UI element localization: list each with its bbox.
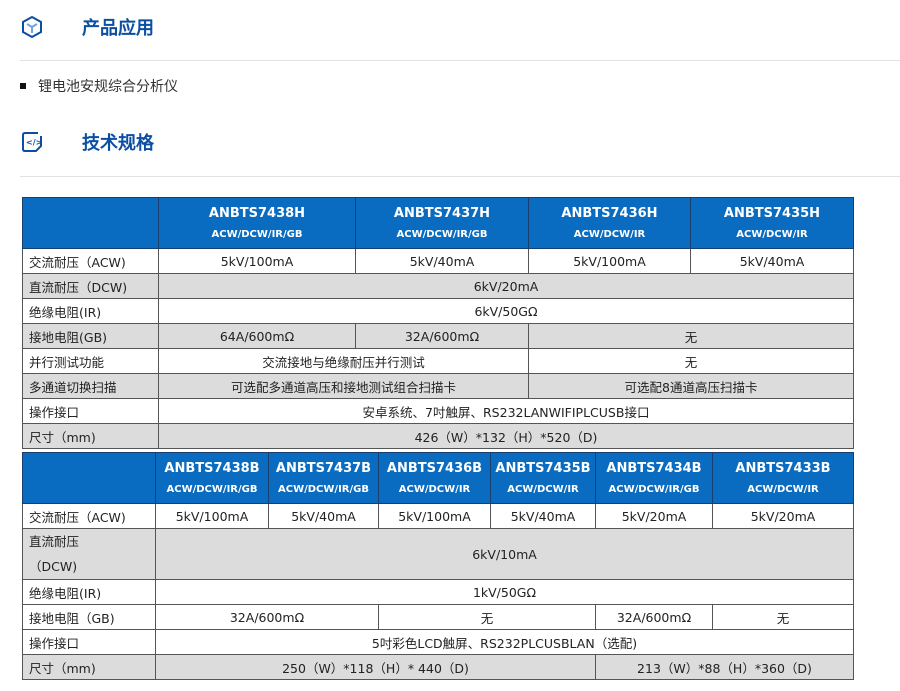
table-row: 接地电阻（GB) 32A/600mΩ 无 32A/600mΩ 无 xyxy=(22,604,854,630)
row-label: 操作接口 xyxy=(22,398,159,424)
cell: 5kV/40mA xyxy=(490,503,596,529)
cell: 5kV/100mA xyxy=(528,248,691,274)
table-row: 操作接口 5吋彩色LCD触屏、RS232PLCUSBLAN（选配) xyxy=(22,629,854,655)
cell: 6kV/50GΩ xyxy=(158,298,854,324)
cell: 交流接地与绝缘耐压并行测试 xyxy=(158,348,529,374)
row-label: 并行测试功能 xyxy=(22,348,159,374)
row-label: 交流耐压（ACW) xyxy=(22,248,159,274)
cell: 无 xyxy=(712,604,854,630)
row-label: 尺寸（mm) xyxy=(22,654,156,680)
row-label: 多通道切换扫描 xyxy=(22,373,159,399)
model-header: ANBTS7435B ACW/DCW/IR xyxy=(490,452,596,504)
cell: 5kV/40mA xyxy=(355,248,529,274)
model-header: ANBTS7437B ACW/DCW/IR/GB xyxy=(268,452,379,504)
cell: 5kV/20mA xyxy=(595,503,713,529)
cell: 无 xyxy=(528,348,854,374)
cell: 无 xyxy=(378,604,596,630)
table-row: 并行测试功能 交流接地与绝缘耐压并行测试 无 xyxy=(22,348,854,374)
section-header-applications: 产品应用 xyxy=(20,14,154,40)
table-row: 交流耐压（ACW) 5kV/100mA 5kV/40mA 5kV/100mA 5… xyxy=(22,248,854,274)
row-label: 绝缘电阻(IR) xyxy=(22,579,156,605)
cell: 5kV/40mA xyxy=(690,248,854,274)
cell: 5kV/100mA xyxy=(155,503,269,529)
cell: 32A/600mΩ xyxy=(355,323,529,349)
row-label: 交流耐压（ACW) xyxy=(22,503,156,529)
spec-table-h-series: ANBTS7438H ACW/DCW/IR/GB ANBTS7437H ACW/DC… xyxy=(22,197,854,449)
cell: 64A/600mΩ xyxy=(158,323,356,349)
cell: 可选配8通道高压扫描卡 xyxy=(528,373,854,399)
table-row: 尺寸（mm) 426（W）*132（H）*520（D) xyxy=(22,423,854,449)
section-header-specs: </> 技术规格 xyxy=(20,129,154,155)
cell: 6kV/10mA xyxy=(155,528,854,580)
row-label: 操作接口 xyxy=(22,629,156,655)
header-blank xyxy=(22,197,159,249)
divider xyxy=(20,60,900,61)
cell: 5kV/20mA xyxy=(712,503,854,529)
table-row: 交流耐压（ACW) 5kV/100mA 5kV/40mA 5kV/100mA 5… xyxy=(22,503,854,529)
cell: 426（W）*132（H）*520（D) xyxy=(158,423,854,449)
model-header: ANBTS7436H ACW/DCW/IR xyxy=(528,197,691,249)
model-header: ANBTS7438H ACW/DCW/IR/GB xyxy=(158,197,356,249)
table-row: 多通道切换扫描 可选配多通道高压和接地测试组合扫描卡 可选配8通道高压扫描卡 xyxy=(22,373,854,399)
cell: 无 xyxy=(528,323,854,349)
table-row: 尺寸（mm) 250（W）*118（H）* 440（D) 213（W）*88（H… xyxy=(22,654,854,680)
table-row: 操作接口 安卓系统、7吋触屏、RS232LANWIFIPLCUSB接口 xyxy=(22,398,854,424)
model-header: ANBTS7438B ACW/DCW/IR/GB xyxy=(155,452,269,504)
table-header-row: ANBTS7438H ACW/DCW/IR/GB ANBTS7437H ACW/DC… xyxy=(22,197,854,249)
model-header: ANBTS7436B ACW/DCW/IR xyxy=(378,452,491,504)
list-item: 锂电池安规综合分析仪 xyxy=(20,76,178,96)
table-row: 绝缘电阻(IR) 1kV/50GΩ xyxy=(22,579,854,605)
cell: 5kV/100mA xyxy=(158,248,356,274)
cell: 可选配多通道高压和接地测试组合扫描卡 xyxy=(158,373,529,399)
svg-text:</>: </> xyxy=(26,138,42,147)
application-text: 锂电池安规综合分析仪 xyxy=(38,79,178,95)
row-label: 直流耐压（DCW) xyxy=(22,273,159,299)
cube-icon xyxy=(22,15,42,39)
cell: 6kV/20mA xyxy=(158,273,854,299)
table-row: 绝缘电阻(IR) 6kV/50GΩ xyxy=(22,298,854,324)
model-header: ANBTS7433B ACW/DCW/IR xyxy=(712,452,854,504)
code-document-icon: </> xyxy=(22,132,42,152)
section-title: 技术规格 xyxy=(82,133,154,154)
row-label: 绝缘电阻(IR) xyxy=(22,298,159,324)
row-label: 直流耐压（DCW) xyxy=(22,528,156,580)
divider xyxy=(20,176,900,177)
bullet-icon xyxy=(20,83,26,89)
model-header: ANBTS7437H ACW/DCW/IR/GB xyxy=(355,197,529,249)
row-label: 接地电阻（GB) xyxy=(22,604,156,630)
cell: 5kV/40mA xyxy=(268,503,379,529)
cell: 5吋彩色LCD触屏、RS232PLCUSBLAN（选配) xyxy=(155,629,854,655)
table-header-row: ANBTS7438B ACW/DCW/IR/GB ANBTS7437B ACW/DC… xyxy=(22,452,854,504)
section-title: 产品应用 xyxy=(82,18,154,39)
cell: 32A/600mΩ xyxy=(595,604,713,630)
model-header: ANBTS7434B ACW/DCW/IR/GB xyxy=(595,452,713,504)
table-row: 直流耐压（DCW) 6kV/20mA xyxy=(22,273,854,299)
model-header: ANBTS7435H ACW/DCW/IR xyxy=(690,197,854,249)
cell: 250（W）*118（H）* 440（D) xyxy=(155,654,596,680)
cell: 5kV/100mA xyxy=(378,503,491,529)
table-row: 直流耐压（DCW) 6kV/10mA xyxy=(22,528,854,580)
header-blank xyxy=(22,452,156,504)
cell: 安卓系统、7吋触屏、RS232LANWIFIPLCUSB接口 xyxy=(158,398,854,424)
cell: 32A/600mΩ xyxy=(155,604,379,630)
cell: 1kV/50GΩ xyxy=(155,579,854,605)
table-row: 接地电阻(GB) 64A/600mΩ 32A/600mΩ 无 xyxy=(22,323,854,349)
spec-table-b-series: ANBTS7438B ACW/DCW/IR/GB ANBTS7437B ACW/DC… xyxy=(22,452,854,680)
row-label: 接地电阻(GB) xyxy=(22,323,159,349)
cell: 213（W）*88（H）*360（D) xyxy=(595,654,854,680)
row-label: 尺寸（mm) xyxy=(22,423,159,449)
